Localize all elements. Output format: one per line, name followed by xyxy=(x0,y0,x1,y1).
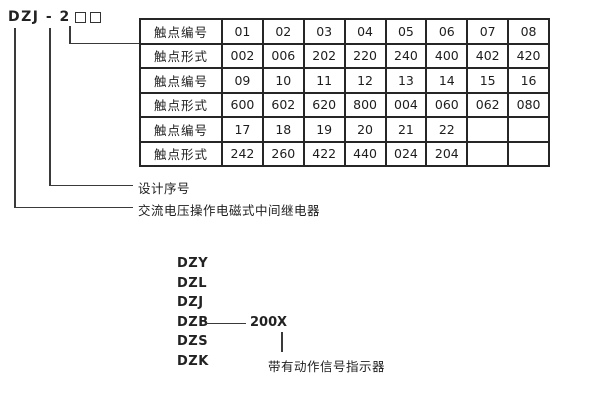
series-item-dzj: DZJ xyxy=(177,295,204,310)
table-cell: 12 xyxy=(343,67,387,94)
table-cell: 220 xyxy=(343,42,387,69)
table-cell: 800 xyxy=(343,91,387,118)
table-cell: 006 xyxy=(261,42,305,69)
row-header: 触点形式 xyxy=(139,91,223,118)
dzb-dash-line xyxy=(205,322,246,325)
table-row: 触点编号 09 10 11 12 13 14 15 16 xyxy=(139,67,550,94)
model-code: DZJ - 2 xyxy=(8,9,101,25)
connector-table-vertical xyxy=(69,26,71,44)
row-header: 触点编号 xyxy=(139,116,223,143)
row-header: 触点编号 xyxy=(139,18,223,45)
table-row: 触点编号 17 18 19 20 21 22 xyxy=(139,116,550,143)
table-cell: 024 xyxy=(384,140,428,167)
table-cell: 060 xyxy=(425,91,469,118)
table-cell: 11 xyxy=(302,67,346,94)
table-cell: 004 xyxy=(384,91,428,118)
table-cell: 062 xyxy=(466,91,510,118)
table-cell: 440 xyxy=(343,140,387,167)
table-cell: 16 xyxy=(507,67,550,94)
table-cell: 06 xyxy=(425,18,469,45)
table-cell xyxy=(507,116,550,143)
table-cell: 20 xyxy=(343,116,387,143)
relay-type-label: 交流电压操作电磁式中间继电器 xyxy=(138,203,321,218)
series-item-dzb: DZB xyxy=(177,314,209,330)
table-cell: 620 xyxy=(302,91,346,118)
table-cell: 080 xyxy=(507,91,550,118)
table-cell: 600 xyxy=(221,91,264,118)
table-cell: 01 xyxy=(221,18,264,45)
design-serial-label: 设计序号 xyxy=(138,181,191,196)
table-cell: 10 xyxy=(261,67,305,94)
table-cell: 204 xyxy=(425,140,469,167)
table-cell: 17 xyxy=(221,116,264,143)
table-cell: 09 xyxy=(221,67,264,94)
table-cell xyxy=(507,140,550,167)
table-cell: 19 xyxy=(302,116,346,143)
table-cell: 15 xyxy=(466,67,510,94)
dzb-number: 200 xyxy=(250,314,278,330)
connector-design-serial-horizontal xyxy=(49,184,133,187)
model-code-prefix: DZJ - 2 xyxy=(8,9,71,25)
table-cell: 202 xyxy=(302,42,346,69)
table-cell: 14 xyxy=(425,67,469,94)
table-cell xyxy=(466,116,510,143)
series-item-dzy: DZY xyxy=(177,256,209,271)
table-cell: 402 xyxy=(466,42,510,69)
table-cell: 260 xyxy=(261,140,305,167)
row-header: 触点形式 xyxy=(139,42,223,69)
table-cell: 05 xyxy=(384,18,428,45)
table-cell: 240 xyxy=(384,42,428,69)
model-digit-box-icon xyxy=(89,11,101,23)
table-cell: 002 xyxy=(221,42,264,69)
connector-design-serial-vertical xyxy=(49,28,51,186)
connector-relay-type-vertical xyxy=(14,28,16,208)
connector-relay-type-horizontal xyxy=(14,206,133,209)
connector-table-horizontal xyxy=(69,42,139,45)
table-cell: 08 xyxy=(507,18,550,45)
table-row: 触点形式 002 006 202 220 240 400 402 420 xyxy=(139,42,550,69)
model-digit-box-icon xyxy=(74,11,86,23)
table-cell: 242 xyxy=(221,140,264,167)
table-cell: 03 xyxy=(302,18,346,45)
table-cell: 04 xyxy=(343,18,387,45)
series-item-dzl: DZL xyxy=(177,275,208,291)
table-cell: 602 xyxy=(261,91,305,118)
indicator-connector-line xyxy=(281,332,283,352)
table-row: 触点编号 01 02 03 04 05 06 07 08 xyxy=(139,18,550,45)
row-header: 触点编号 xyxy=(139,67,223,94)
contact-table: 触点编号 01 02 03 04 05 06 07 08 触点形式 002 00… xyxy=(139,18,550,167)
series-item-dzk: DZK xyxy=(177,353,209,369)
table-cell: 420 xyxy=(507,42,550,69)
table-cell: 22 xyxy=(425,116,469,143)
row-header: 触点形式 xyxy=(139,140,223,167)
series-item-dzs: DZS xyxy=(177,334,209,349)
indicator-note-label: 带有动作信号指示器 xyxy=(268,359,386,374)
table-cell: 18 xyxy=(261,116,305,143)
table-cell xyxy=(466,140,510,167)
table-cell: 13 xyxy=(384,67,428,94)
table-cell: 02 xyxy=(261,18,305,45)
table-row: 触点形式 242 260 422 440 024 204 xyxy=(139,140,550,167)
dzb-suffix: X xyxy=(277,314,288,330)
table-row: 触点形式 600 602 620 800 004 060 062 080 xyxy=(139,91,550,118)
table-cell: 400 xyxy=(425,42,469,69)
table-cell: 422 xyxy=(302,140,346,167)
table-cell: 21 xyxy=(384,116,428,143)
table-cell: 07 xyxy=(466,18,510,45)
